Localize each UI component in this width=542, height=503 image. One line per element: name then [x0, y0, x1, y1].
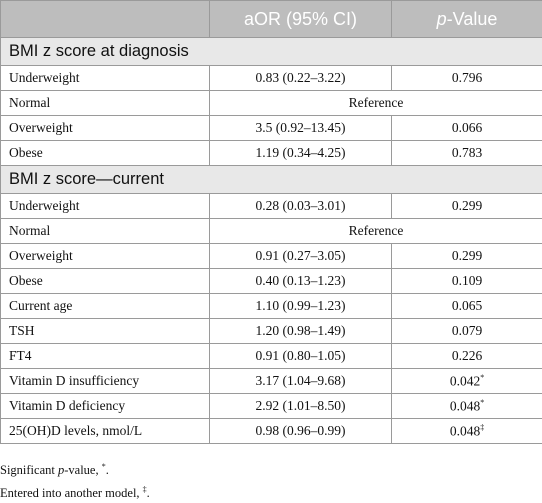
row-label: TSH — [1, 319, 210, 344]
p-cell: 0.299 — [392, 194, 542, 219]
aor-cell: 3.17 (1.04–9.68) — [210, 369, 392, 394]
p-cell: 0.109 — [392, 269, 542, 294]
header-text: -Value — [447, 9, 498, 29]
row-label: Overweight — [1, 116, 210, 141]
row-label: Vitamin D deficiency — [1, 394, 210, 419]
header-italic: p — [437, 9, 447, 29]
header-row: aOR (95% CI) p-Value — [1, 1, 542, 38]
p-cell: 0.783 — [392, 141, 542, 166]
footnotes: Significant p-value, *.Entered into anot… — [0, 457, 542, 503]
footnote-text: -value, — [64, 463, 101, 477]
p-value: 0.048 — [450, 423, 480, 438]
row-label: Vitamin D insufficiency — [1, 369, 210, 394]
row-label: Normal — [1, 219, 210, 244]
header-cell: p-Value — [392, 1, 542, 38]
reference-cell: Reference — [210, 219, 542, 244]
p-mark: ‡ — [480, 423, 484, 432]
aor-cell: 0.40 (0.13–1.23) — [210, 269, 392, 294]
header-cell — [1, 1, 210, 38]
section-title: BMI z score at diagnosis — [1, 38, 542, 66]
row-label: FT4 — [1, 344, 210, 369]
reference-cell: Reference — [210, 91, 542, 116]
p-cell: 0.226 — [392, 344, 542, 369]
footnote-text: Entered into another model, — [0, 486, 143, 500]
p-cell: 0.065 — [392, 294, 542, 319]
aor-cell: 0.28 (0.03–3.01) — [210, 194, 392, 219]
p-value: 0.042 — [450, 373, 480, 388]
aor-cell: 2.92 (1.01–8.50) — [210, 394, 392, 419]
header-cell: aOR (95% CI) — [210, 1, 392, 38]
row-label: 25(OH)D levels, nmol/L — [1, 419, 210, 444]
footnote-text: . — [147, 486, 150, 500]
p-mark: * — [480, 373, 484, 382]
row-label: Underweight — [1, 194, 210, 219]
section-title: BMI z score—current — [1, 166, 542, 194]
p-cell: 0.299 — [392, 244, 542, 269]
row-label: Overweight — [1, 244, 210, 269]
aor-cell: 1.10 (0.99–1.23) — [210, 294, 392, 319]
footnote: Entered into another model, ‡. — [0, 480, 542, 503]
p-cell: 0.079 — [392, 319, 542, 344]
table: aOR (95% CI) p-Value BMI z score at diag… — [0, 0, 542, 444]
aor-cell: 0.98 (0.96–0.99) — [210, 419, 392, 444]
section-row: BMI z score at diagnosis — [1, 38, 542, 66]
aor-cell: 0.83 (0.22–3.22) — [210, 66, 392, 91]
section-row: BMI z score—current — [1, 166, 542, 194]
aor-cell: 0.91 (0.80–1.05) — [210, 344, 392, 369]
aor-cell: 1.19 (0.34–4.25) — [210, 141, 392, 166]
p-cell: 0.066 — [392, 116, 542, 141]
p-mark: * — [480, 398, 484, 407]
footnote: Significant p-value, *. — [0, 457, 542, 480]
footnote-text: Significant — [0, 463, 58, 477]
p-cell: 0.042* — [392, 369, 542, 394]
row-label: Obese — [1, 269, 210, 294]
p-cell: 0.796 — [392, 66, 542, 91]
row-label: Current age — [1, 294, 210, 319]
footnote-text: . — [106, 463, 109, 477]
p-value: 0.048 — [450, 398, 480, 413]
p-cell: 0.048‡ — [392, 419, 542, 444]
aor-cell: 3.5 (0.92–13.45) — [210, 116, 392, 141]
p-cell: 0.048* — [392, 394, 542, 419]
row-label: Normal — [1, 91, 210, 116]
aor-cell: 1.20 (0.98–1.49) — [210, 319, 392, 344]
row-label: Underweight — [1, 66, 210, 91]
row-label: Obese — [1, 141, 210, 166]
aor-cell: 0.91 (0.27–3.05) — [210, 244, 392, 269]
